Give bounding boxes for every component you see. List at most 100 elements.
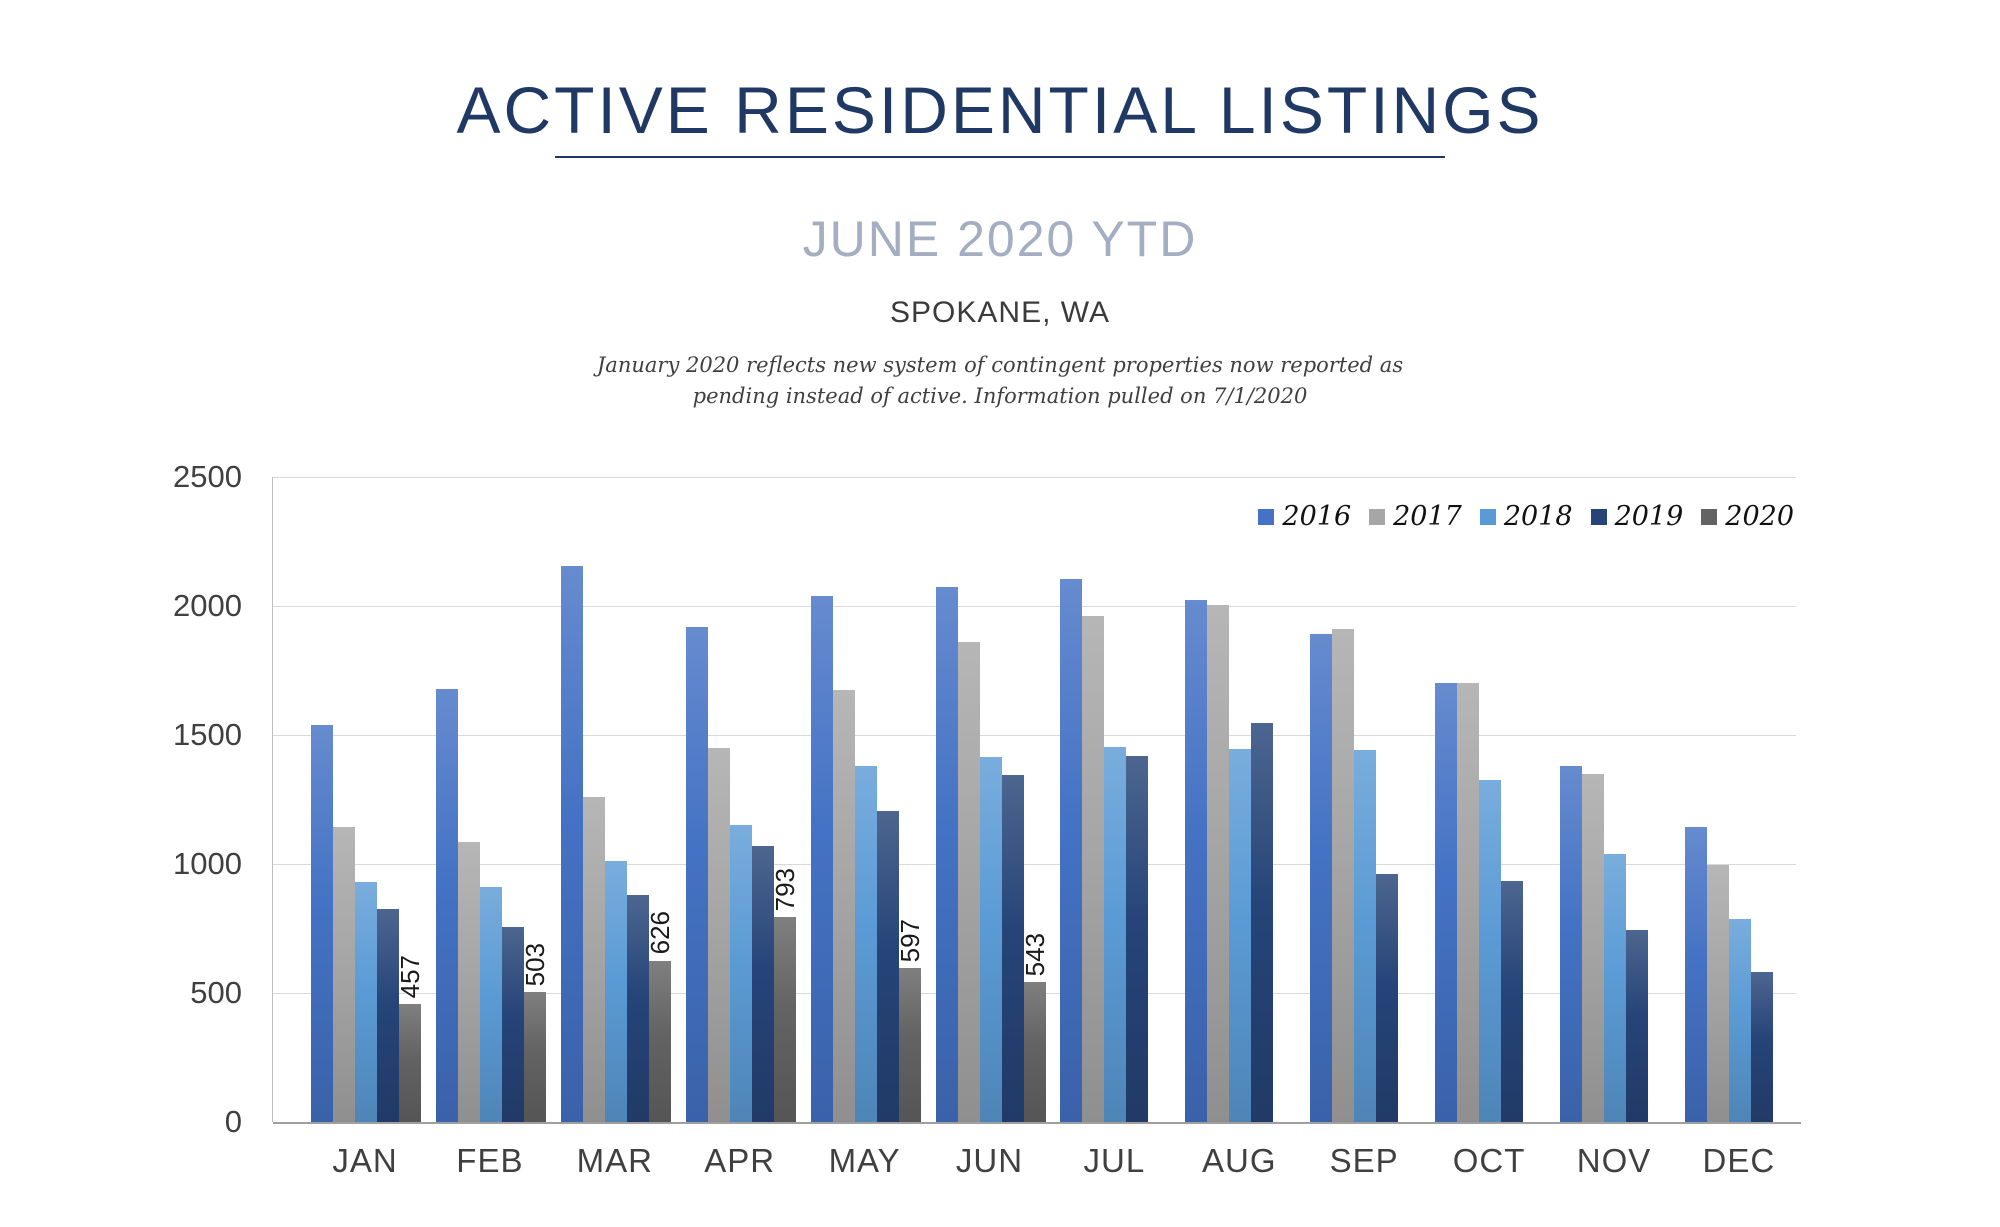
bar-2016-aug — [1185, 599, 1208, 1122]
legend-item-2020: 2020 — [1701, 501, 1794, 532]
value-label-2020-feb: 503 — [519, 942, 550, 987]
bar-2020-apr — [773, 917, 796, 1122]
bar-2016-dec — [1684, 826, 1707, 1122]
bar-2018-jul — [1104, 746, 1127, 1122]
bar-2016-may — [810, 595, 833, 1122]
legend-label-2017: 2017 — [1393, 501, 1462, 532]
legend-item-2016: 2016 — [1258, 501, 1351, 532]
bar-2019-jan — [377, 909, 399, 1122]
bar-2017-nov — [1582, 773, 1604, 1122]
y-axis-tick-1000: 1000 — [173, 846, 242, 881]
bar-2017-may — [832, 689, 855, 1122]
title-underline — [555, 156, 1445, 158]
bar-2017-feb — [457, 842, 480, 1122]
bar-2020-may — [898, 967, 921, 1122]
bar-2019-dec — [1750, 972, 1773, 1122]
page-title: ACTIVE RESIDENTIAL LISTINGS — [456, 73, 1544, 147]
y-axis-tick-0: 0 — [224, 1104, 242, 1139]
month-label-jul: JUL — [1083, 1142, 1146, 1179]
value-label-2020-apr: 793 — [769, 868, 800, 912]
bar-2016-feb — [435, 688, 458, 1122]
month-label-apr: APR — [704, 1142, 776, 1179]
legend-label-2020: 2020 — [1725, 501, 1794, 532]
bar-2017-aug — [1207, 604, 1230, 1122]
bar-2016-mar — [560, 566, 583, 1122]
month-label-sep: SEP — [1329, 1142, 1399, 1179]
bar-2016-sep — [1310, 634, 1333, 1122]
bar-2017-jul — [1082, 616, 1105, 1122]
legend-item-2019: 2019 — [1590, 501, 1684, 532]
month-label-jan: JAN — [332, 1142, 398, 1179]
month-label-nov: NOV — [1576, 1142, 1652, 1179]
bar-2017-sep — [1332, 629, 1355, 1122]
y-axis-tick-2500: 2500 — [173, 459, 242, 494]
bar-2019-mar — [626, 894, 649, 1122]
bar-2017-dec — [1706, 865, 1729, 1122]
month-label-feb: FEB — [456, 1142, 524, 1179]
bar-2020-feb — [523, 992, 546, 1122]
bar-2018-sep — [1354, 750, 1377, 1122]
bar-2018-mar — [604, 861, 627, 1122]
month-label-aug: AUG — [1202, 1142, 1277, 1179]
legend-item-2018: 2018 — [1479, 501, 1573, 532]
legend-item-2017: 2017 — [1369, 501, 1462, 532]
value-label-2020-jun: 543 — [1019, 932, 1050, 976]
value-label-2020-may: 597 — [894, 918, 925, 962]
legend-swatch-2017 — [1369, 508, 1386, 525]
bar-2020-mar — [648, 960, 671, 1122]
month-label-may: MAY — [828, 1142, 901, 1179]
bar-2018-dec — [1728, 919, 1751, 1122]
bar-2020-jan — [399, 1004, 421, 1122]
bar-2017-jan — [333, 826, 355, 1122]
bar-2016-nov — [1560, 765, 1582, 1122]
footnote-line-1: January 2020 reflects new system of cont… — [596, 353, 1404, 377]
bar-2018-feb — [479, 887, 502, 1122]
bar-chart-plot-area: 2016 2017 2018 2019 2020 457 503 626 793 597 543 — [272, 477, 1801, 1124]
y-axis-tick-2000: 2000 — [173, 588, 242, 623]
x-axis-line — [273, 1122, 1801, 1124]
legend-label-2019: 2019 — [1614, 501, 1684, 532]
chart-legend: 2016 2017 2018 2019 2020 — [1258, 501, 1794, 532]
month-label-oct: OCT — [1452, 1142, 1526, 1179]
bar-2017-jun — [957, 642, 980, 1122]
bar-2017-apr — [707, 747, 730, 1122]
legend-swatch-2019 — [1590, 508, 1607, 525]
footnote-line-2: pending instead of active. Information p… — [692, 384, 1308, 408]
bar-2018-apr — [729, 825, 752, 1122]
legend-label-2018: 2018 — [1503, 501, 1573, 532]
month-label-jun: JUN — [955, 1142, 1024, 1179]
bar-2018-may — [854, 765, 877, 1122]
bar-2016-oct — [1435, 683, 1458, 1122]
bar-2018-jan — [355, 882, 377, 1122]
legend-swatch-2016 — [1258, 508, 1275, 525]
footnote: January 2020 reflects new system of cont… — [0, 350, 2000, 412]
gridline-1500 — [273, 735, 1796, 736]
bar-2019-feb — [501, 927, 524, 1122]
subtitle-location: SPOKANE, WA — [890, 296, 1110, 329]
month-label-mar: MAR — [576, 1142, 653, 1179]
gridline-2500 — [273, 477, 1796, 478]
bar-2016-jul — [1060, 578, 1083, 1122]
gridline-2000 — [273, 606, 1796, 607]
value-label-2020-mar: 626 — [644, 911, 675, 955]
bar-2019-aug — [1251, 723, 1274, 1122]
legend-swatch-2020 — [1701, 508, 1718, 525]
bar-2019-nov — [1626, 929, 1648, 1122]
bar-2016-jun — [935, 586, 958, 1122]
bar-2017-mar — [582, 796, 605, 1122]
month-label-dec: DEC — [1702, 1142, 1776, 1179]
gridline-1000 — [273, 864, 1796, 865]
y-axis-tick-500: 500 — [190, 975, 242, 1010]
bar-2019-jul — [1126, 755, 1149, 1122]
legend-label-2016: 2016 — [1282, 501, 1352, 532]
bar-2018-jun — [979, 756, 1002, 1122]
value-label-2020-jan: 457 — [395, 954, 425, 999]
bar-2019-jun — [1001, 775, 1024, 1122]
bar-2017-oct — [1457, 683, 1480, 1122]
bar-2019-apr — [751, 845, 774, 1122]
bar-2020-jun — [1023, 981, 1046, 1122]
bar-2019-sep — [1376, 874, 1399, 1122]
subtitle-period: JUNE 2020 YTD — [802, 211, 1198, 267]
bar-2016-jan — [311, 724, 333, 1122]
